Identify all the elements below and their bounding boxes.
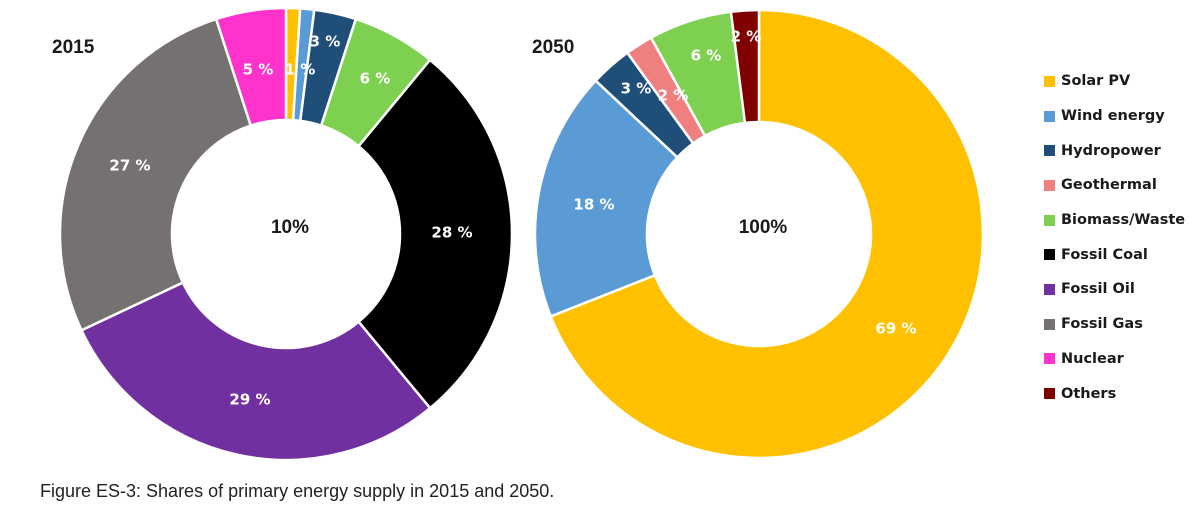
legend-label-nuclear: Nuclear — [1061, 350, 1124, 367]
donut-chart-2015: 1 % 3 % 6 % 28 % 29 % 27 % 5 % 2015 10% — [52, 6, 514, 462]
slice-2015-fossil-coal — [356, 58, 514, 410]
legend-item-fossil-coal: Fossil Coal — [1044, 237, 1185, 272]
legend-label-solar-pv: Solar PV — [1061, 73, 1131, 90]
slice-label-2015-fossil-oil: 29 % — [229, 391, 270, 409]
legend-swatch-nuclear — [1044, 353, 1055, 365]
legend-item-fossil-oil: Fossil Oil — [1044, 272, 1185, 307]
donut-chart-2050: 69 % 18 % 3 % 2 % 6 % 2 % 2050 100% — [532, 8, 985, 460]
chart-title-2050: 2050 — [532, 37, 574, 58]
legend-label-geothermal: Geothermal — [1061, 177, 1157, 194]
slice-2050-wind-energy — [533, 78, 680, 319]
legend-item-wind-energy: Wind energy — [1044, 99, 1185, 134]
slice-label-2015-solar-pv: 1 % — [285, 61, 316, 79]
legend-swatch-others — [1044, 388, 1055, 400]
slice-label-2015-hydropower: 3 % — [310, 33, 341, 51]
legend-item-fossil-gas: Fossil Gas — [1044, 307, 1185, 342]
slice-label-2050-solar-pv: 69 % — [875, 320, 916, 338]
legend-swatch-wind-energy — [1044, 110, 1055, 122]
legend-item-others: Others — [1044, 376, 1185, 411]
chart-title-2015: 2015 — [52, 37, 95, 58]
legend-swatch-hydropower — [1044, 145, 1055, 157]
slice-label-2015-fossil-gas: 27 % — [109, 157, 150, 175]
slice-2015-nuclear — [214, 6, 288, 128]
figure-caption: Figure ES-3: Shares of primary energy su… — [40, 481, 555, 501]
legend-item-geothermal: Geothermal — [1044, 168, 1185, 203]
slice-label-2050-others: 2 % — [731, 28, 762, 46]
legend-label-biomass-waste: Biomass/Waste — [1061, 212, 1186, 229]
slice-label-2050-hydropower: 3 % — [621, 80, 652, 98]
legend-swatch-geothermal — [1044, 179, 1055, 191]
slice-label-2050-biomass-waste: 6 % — [691, 47, 722, 65]
slice-label-2050-wind-energy: 18 % — [573, 196, 614, 214]
legend-label-hydropower: Hydropower — [1061, 142, 1161, 159]
legend-item-nuclear: Nuclear — [1044, 342, 1185, 377]
legend-label-fossil-coal: Fossil Coal — [1061, 246, 1148, 263]
legend-label-fossil-gas: Fossil Gas — [1061, 316, 1143, 333]
legend-swatch-fossil-oil — [1044, 283, 1055, 295]
slice-2015-fossil-oil — [79, 280, 432, 462]
legend: Solar PV Wind energy Hydropower Geotherm… — [1044, 64, 1185, 411]
center-label-2015: 10% — [271, 217, 309, 238]
slice-2015-fossil-gas — [58, 17, 253, 332]
donut-charts: 1 % 3 % 6 % 28 % 29 % 27 % 5 % 2015 10% 69 % 18 % 3… — [52, 6, 985, 462]
legend-item-solar-pv: Solar PV — [1044, 64, 1185, 99]
legend-item-biomass-waste: Biomass/Waste — [1044, 203, 1185, 238]
legend-label-fossil-oil: Fossil Oil — [1061, 281, 1135, 298]
slice-label-2050-geothermal: 2 % — [658, 87, 689, 105]
legend-label-others: Others — [1061, 385, 1117, 402]
slice-label-2015-nuclear: 5 % — [243, 61, 274, 79]
slice-label-2015-biomass-waste: 6 % — [360, 70, 391, 88]
legend-swatch-fossil-coal — [1044, 249, 1055, 261]
legend-swatch-biomass-waste — [1044, 214, 1055, 226]
slice-2050-others — [729, 8, 761, 125]
legend-item-hydropower: Hydropower — [1044, 133, 1185, 168]
slice-2050-solar-pv — [549, 8, 985, 460]
legend-label-wind-energy: Wind energy — [1061, 108, 1165, 125]
center-label-2050: 100% — [739, 217, 788, 238]
slice-label-2015-fossil-coal: 28 % — [431, 224, 472, 242]
legend-swatch-fossil-gas — [1044, 318, 1055, 330]
legend-swatch-solar-pv — [1044, 75, 1055, 87]
